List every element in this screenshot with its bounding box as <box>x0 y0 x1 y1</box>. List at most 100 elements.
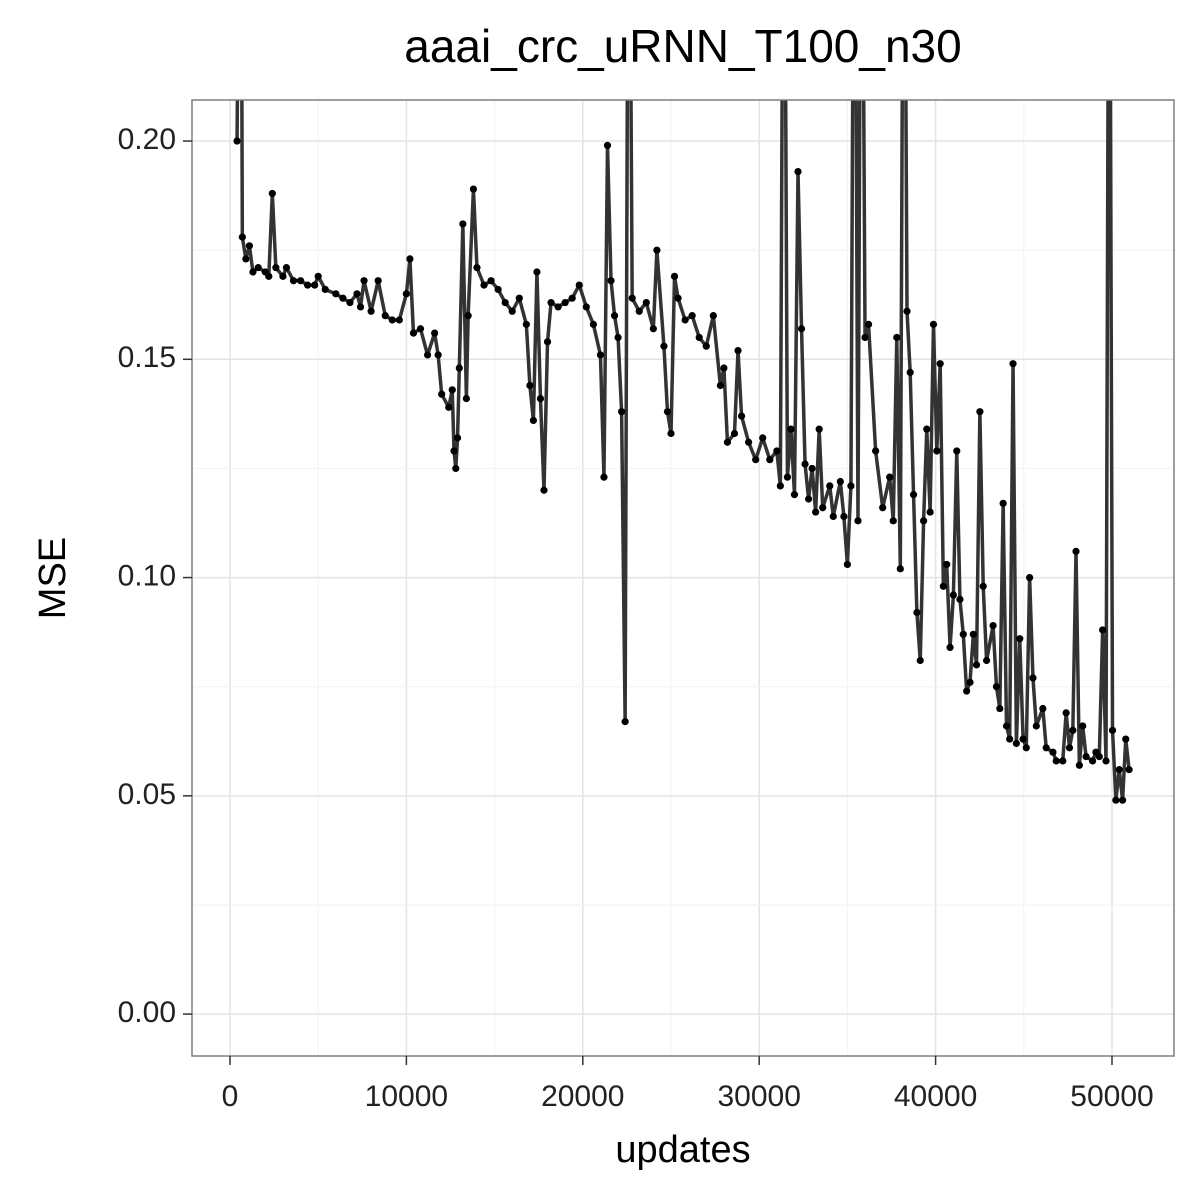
data-point <box>766 456 774 464</box>
data-point <box>836 477 844 486</box>
data-point <box>249 268 257 276</box>
data-point <box>943 560 951 569</box>
data-point <box>989 621 997 630</box>
x-tick-label: 50000 <box>1070 1080 1153 1113</box>
data-point <box>972 661 981 669</box>
data-point <box>1019 735 1027 743</box>
data-point <box>1102 757 1110 765</box>
data-point <box>929 320 938 328</box>
data-point <box>969 630 977 638</box>
data-point <box>815 425 823 433</box>
data-point <box>709 312 717 320</box>
data-point <box>1082 752 1090 761</box>
data-point <box>381 312 389 320</box>
data-point <box>618 408 626 416</box>
chart-title: aaai_crc_uRNN_T100_n30 <box>404 20 961 72</box>
data-point <box>1012 739 1020 748</box>
data-point <box>321 285 329 294</box>
data-point <box>473 264 481 272</box>
data-point <box>861 333 869 342</box>
data-point <box>360 277 368 285</box>
data-point <box>1022 744 1030 752</box>
data-point <box>1039 704 1047 713</box>
data-point <box>893 333 901 342</box>
data-point <box>1042 744 1050 752</box>
data-point <box>829 512 837 521</box>
data-point <box>487 277 495 285</box>
data-point <box>926 508 934 516</box>
data-point <box>462 394 470 403</box>
data-point <box>1095 752 1103 761</box>
data-point <box>903 307 911 315</box>
data-point <box>568 294 576 302</box>
data-point <box>395 316 403 324</box>
data-point <box>238 233 246 241</box>
data-point <box>314 272 322 280</box>
data-point <box>526 381 534 390</box>
data-point <box>745 438 753 446</box>
data-point <box>346 298 354 307</box>
data-point <box>367 307 375 315</box>
data-point <box>254 264 262 272</box>
data-point <box>1118 796 1127 804</box>
data-point <box>702 342 710 350</box>
x-tick-label: 40000 <box>894 1080 977 1113</box>
data-point <box>508 307 516 315</box>
data-point <box>452 464 460 473</box>
data-point <box>353 290 361 298</box>
data-point <box>1002 722 1011 730</box>
data-point <box>445 403 453 411</box>
y-tick-label: 0.15 <box>118 341 176 374</box>
data-point <box>434 351 442 359</box>
data-point <box>265 272 273 280</box>
data-point <box>540 486 548 494</box>
data-point <box>607 277 615 285</box>
data-point <box>790 491 799 499</box>
data-point <box>628 294 636 302</box>
data-point <box>653 246 661 254</box>
data-point <box>522 320 530 328</box>
data-point <box>936 360 944 368</box>
data-point <box>289 277 298 285</box>
y-tick-label: 0.20 <box>118 123 176 156</box>
data-point <box>596 351 605 359</box>
data-point <box>674 294 682 302</box>
data-point <box>720 364 728 372</box>
x-tick-label: 20000 <box>541 1080 624 1113</box>
data-point <box>543 338 552 346</box>
data-point <box>776 482 784 490</box>
data-point <box>1006 735 1014 743</box>
y-tick-label: 0.10 <box>118 559 176 592</box>
data-point <box>575 281 583 289</box>
data-point <box>1115 766 1123 774</box>
data-point <box>282 264 291 272</box>
data-point <box>603 141 612 149</box>
y-tick-label: 0.00 <box>118 996 176 1029</box>
data-point <box>402 290 410 298</box>
data-point <box>1032 722 1040 730</box>
data-point <box>1079 722 1087 730</box>
data-point <box>356 303 365 311</box>
data-point <box>1122 735 1130 743</box>
data-point <box>663 408 672 416</box>
y-tick-label: 0.05 <box>118 778 176 811</box>
x-tick-label: 10000 <box>365 1080 448 1113</box>
data-point <box>752 456 760 464</box>
data-point <box>610 312 619 320</box>
data-point <box>1088 757 1097 765</box>
data-point <box>450 447 458 455</box>
data-point <box>783 473 792 481</box>
data-point <box>272 264 280 272</box>
data-point <box>949 591 958 599</box>
data-point <box>923 425 931 433</box>
data-point <box>819 504 827 512</box>
data-point <box>787 425 795 433</box>
data-point <box>1049 748 1057 756</box>
data-point <box>804 495 813 503</box>
data-point <box>279 272 287 280</box>
data-point <box>1016 635 1024 643</box>
data-point <box>872 447 880 455</box>
data-point <box>797 325 806 333</box>
data-point <box>469 185 478 193</box>
data-point <box>1059 757 1067 765</box>
